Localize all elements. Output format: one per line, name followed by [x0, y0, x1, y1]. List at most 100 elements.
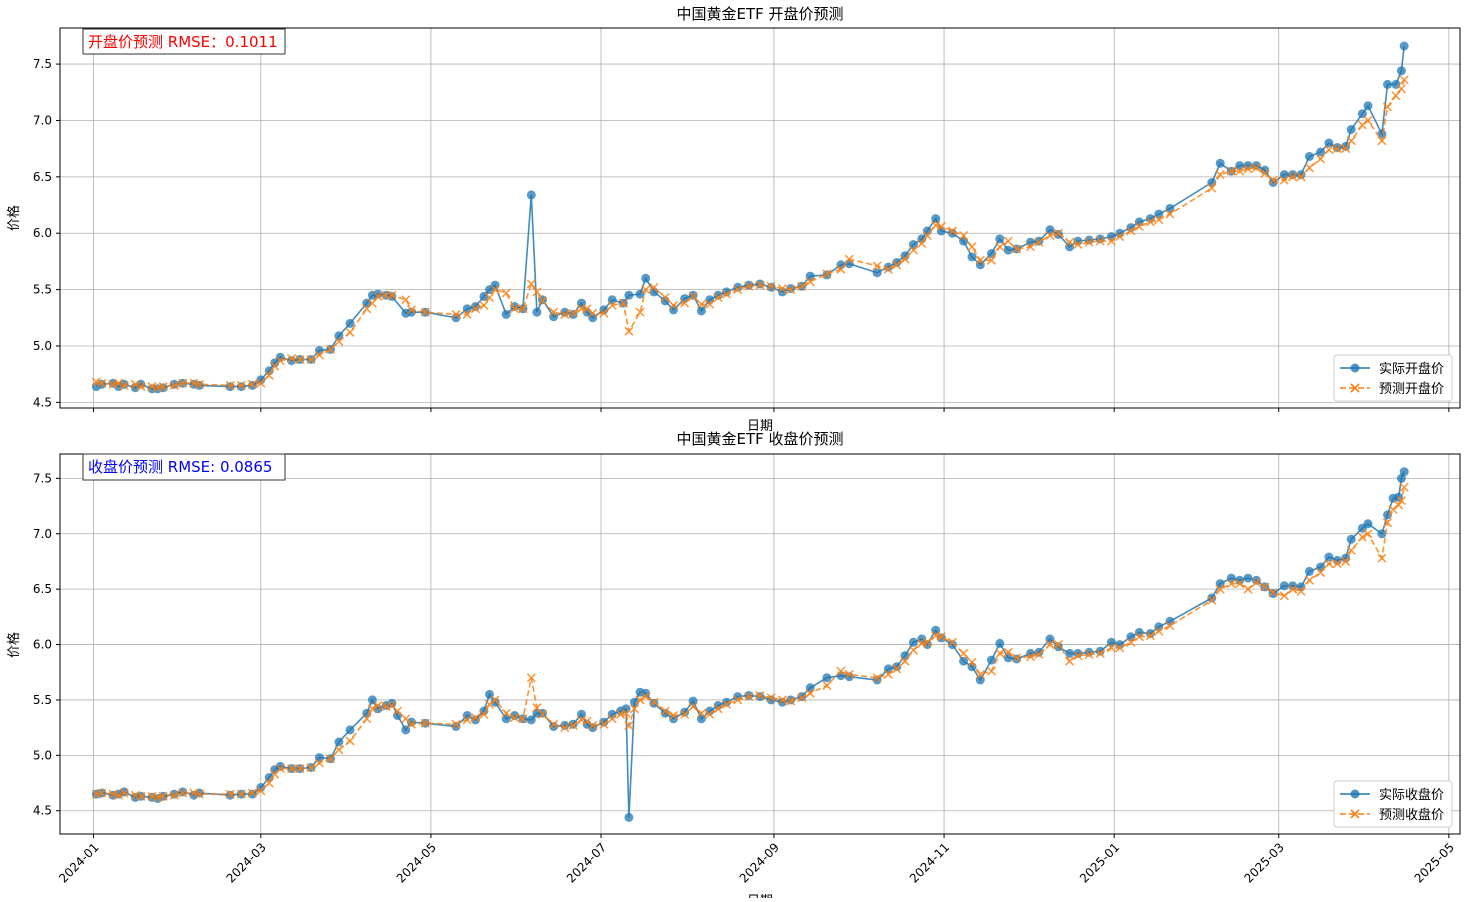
predicted-point [1012, 653, 1022, 663]
predicted-point [1346, 136, 1356, 146]
actual-point [471, 302, 480, 311]
actual-point [1134, 627, 1144, 637]
predicted-point [286, 353, 297, 363]
predicted-point [1260, 168, 1270, 178]
y-tick-label: 4.5 [33, 395, 52, 409]
predicted-point [286, 764, 297, 774]
actual-point [1012, 654, 1022, 664]
x-tick-label: 2025-05 [1412, 840, 1457, 885]
predicted-point [549, 719, 559, 729]
actual-point [1357, 109, 1367, 119]
actual-point [1346, 125, 1356, 134]
predicted-point [490, 285, 500, 295]
actual-point [169, 379, 179, 389]
predicted-point [295, 354, 305, 365]
actual-point [393, 711, 402, 720]
actual-point [1399, 41, 1409, 51]
predicted-point [306, 762, 316, 773]
actual-point [599, 717, 609, 727]
actual-point [334, 737, 344, 747]
predicted-point [1316, 154, 1326, 164]
actual-point [169, 789, 179, 799]
predicted-point [130, 379, 140, 389]
predicted-point [560, 723, 570, 733]
actual-point [1251, 575, 1261, 585]
predicted-point [1391, 91, 1401, 101]
grid [60, 28, 1460, 408]
predicted-point [1012, 244, 1022, 254]
predicted-point [797, 693, 807, 703]
predicted-point [599, 719, 609, 729]
predicted-point [1145, 631, 1155, 641]
predicted-point [624, 720, 634, 730]
predicted-point [1207, 183, 1217, 193]
predicted-point [114, 790, 124, 800]
predicted-point [119, 788, 129, 798]
predicted-point [306, 354, 316, 365]
predicted-point [158, 382, 168, 392]
predicted-point [392, 706, 402, 716]
predicted-point [607, 714, 617, 724]
predicted-point [1034, 237, 1044, 247]
actual-point [1207, 593, 1217, 603]
predicted-point [883, 669, 893, 679]
predicted-point [264, 370, 274, 380]
actual-point [967, 252, 977, 262]
actual-point [713, 701, 723, 710]
predicted-point [275, 764, 285, 774]
predicted-point [264, 778, 274, 788]
rmse-box-frame [82, 453, 286, 481]
actual-point [345, 318, 355, 328]
predicted-point [518, 304, 528, 314]
predicted-point [922, 230, 932, 241]
predicted-point [1154, 626, 1164, 636]
predicted-point [1215, 584, 1225, 594]
predicted-point [484, 292, 495, 303]
actual-point [1235, 575, 1245, 585]
actual-point [568, 719, 578, 729]
predicted-point [797, 281, 807, 291]
actual-point [660, 708, 670, 718]
actual-point [532, 307, 542, 317]
actual-point [822, 673, 832, 683]
predicted-point [917, 238, 927, 248]
actual-point [669, 714, 678, 724]
predicted-point [420, 307, 430, 317]
predicted-point [158, 791, 168, 801]
predicted-point [900, 254, 910, 264]
predicted-point [1126, 226, 1136, 236]
actual-point [387, 698, 397, 708]
actual-point [1026, 237, 1035, 247]
actual-point [588, 313, 598, 323]
predicted-point [766, 693, 776, 703]
actual-point [669, 305, 678, 315]
actual-point [624, 290, 634, 300]
actual-point [1316, 147, 1326, 157]
predicted-point [568, 720, 578, 730]
actual-point [510, 711, 520, 720]
predicted-point [1134, 632, 1144, 642]
y-tick-label: 5.0 [33, 339, 52, 353]
predicted-point [959, 648, 969, 658]
actual-point [892, 258, 902, 267]
actual-point [908, 240, 918, 249]
predicted-point [136, 382, 146, 392]
actual-point [1243, 573, 1253, 583]
actual-point [1304, 566, 1314, 576]
predicted-point [1388, 504, 1398, 514]
actual-point [607, 295, 617, 305]
predicted-point [892, 664, 902, 674]
actual-point [1383, 79, 1392, 89]
predicted-point [1003, 647, 1013, 657]
predicted-point [471, 304, 481, 314]
predicted-point [1025, 242, 1036, 252]
actual-point [1332, 143, 1342, 152]
actual-point [1154, 209, 1164, 219]
predicted-point [892, 260, 902, 270]
actual-point [334, 331, 344, 341]
actual-point [225, 790, 235, 800]
y-axis-label: 价格 [6, 632, 22, 658]
chart-title: 中国黄金ETF 收盘价预测 [676, 430, 843, 448]
actual-point [722, 287, 731, 297]
